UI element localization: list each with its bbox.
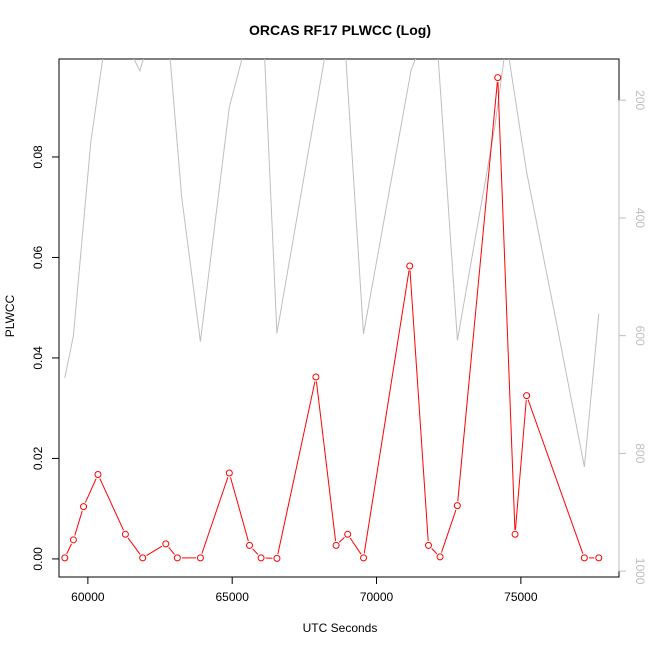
- altitude-series: [64, 59, 600, 467]
- x-tick-label: 60000: [71, 590, 105, 604]
- series-line-segment: [457, 82, 498, 502]
- y-tick-label: 0.02: [31, 446, 45, 470]
- series-line-segment: [201, 477, 229, 554]
- data-point: [406, 262, 414, 270]
- plwcc-series: [61, 74, 603, 562]
- series-line-segment: [146, 545, 163, 556]
- series-line-segment: [99, 478, 124, 531]
- data-point: [162, 540, 170, 548]
- series-line-segment: [84, 478, 97, 503]
- y-axis-label: PLWCC: [3, 294, 17, 337]
- chart-title: ORCAS RF17 PLWCC (Log): [249, 22, 431, 38]
- y2-tick-label: 400: [633, 208, 647, 228]
- data-point: [436, 553, 444, 561]
- y-tick-label: 0.00: [31, 547, 45, 571]
- series-line-segment: [409, 270, 429, 541]
- series-line-segment: [339, 537, 345, 543]
- y-axis-right: 200 400 600 800 1000: [618, 90, 647, 585]
- series-line: [169, 59, 600, 467]
- x-axis-label: UTC Seconds: [303, 621, 378, 635]
- y-tick-label: 0.04: [31, 346, 45, 370]
- series-line-segment: [514, 400, 527, 530]
- series-line-segment: [349, 537, 362, 555]
- data-point: [424, 541, 432, 549]
- series-line-segment: [440, 509, 457, 553]
- x-tick-label: 65000: [216, 590, 250, 604]
- left-axis-series-group: [61, 74, 603, 562]
- series-line-segment: [74, 510, 83, 536]
- y-tick-label: 0.06: [31, 245, 45, 269]
- data-point: [595, 554, 603, 562]
- data-point: [139, 554, 147, 562]
- data-point: [312, 373, 320, 381]
- y-axis-left: 0.00 0.02 0.04 0.06 0.08: [31, 145, 60, 571]
- data-point: [273, 554, 281, 562]
- data-point: [196, 554, 204, 562]
- series-line-segment: [315, 381, 337, 541]
- series-line-segment: [363, 270, 410, 554]
- x-axis: 60000 65000 70000 75000: [71, 576, 538, 604]
- y2-tick-label: 1000: [633, 558, 647, 585]
- data-point: [511, 530, 519, 538]
- data-point: [453, 502, 461, 510]
- data-point: [332, 541, 340, 549]
- data-point: [523, 392, 531, 400]
- y2-tick-label: 200: [633, 90, 647, 110]
- data-point: [580, 554, 588, 562]
- series-line-segment: [277, 381, 316, 555]
- series-line-segment: [66, 543, 72, 555]
- right-axis-series-group: [64, 59, 600, 467]
- x-tick-label: 70000: [360, 590, 394, 604]
- series-line: [64, 59, 144, 379]
- x-tick-label: 75000: [504, 590, 538, 604]
- data-point: [360, 554, 368, 562]
- data-point: [80, 503, 88, 511]
- data-point: [344, 530, 352, 538]
- data-point: [257, 554, 265, 562]
- series-line-segment: [230, 477, 249, 542]
- y2-tick-label: 600: [633, 326, 647, 346]
- y2-tick-label: 800: [633, 443, 647, 463]
- data-point: [494, 74, 502, 82]
- series-line-segment: [252, 548, 259, 555]
- y-tick-label: 0.08: [31, 145, 45, 169]
- series-line-segment: [127, 537, 141, 555]
- series-line-segment: [527, 399, 584, 554]
- data-point: [69, 536, 77, 544]
- data-point: [94, 471, 102, 479]
- data-point: [225, 469, 233, 477]
- data-point: [61, 554, 69, 562]
- data-point: [121, 530, 129, 538]
- data-point: [246, 541, 254, 549]
- series-line-segment: [431, 548, 438, 555]
- series-line-segment: [168, 547, 175, 555]
- data-point: [173, 554, 181, 562]
- series-line-segment: [497, 82, 516, 530]
